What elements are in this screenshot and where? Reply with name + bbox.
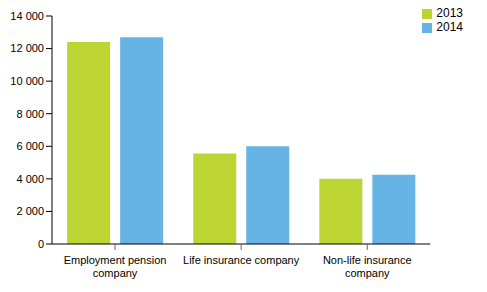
svg-text:14 000: 14 000 — [10, 10, 44, 22]
html-text:2014: 2014 — [436, 20, 463, 34]
svg-text:0: 0 — [38, 238, 44, 250]
svg-text:12 000: 12 000 — [10, 42, 44, 54]
svg-text:Employment pensioncompany: Employment pensioncompany — [64, 254, 167, 279]
svg-text:2 000: 2 000 — [16, 205, 44, 217]
svg-text:8 000: 8 000 — [16, 108, 44, 120]
html-text:2013: 2013 — [436, 6, 463, 20]
svg-text:4 000: 4 000 — [16, 173, 44, 185]
svg-text:Life insurance company: Life insurance company — [183, 254, 300, 266]
svg-text:6 000: 6 000 — [16, 140, 44, 152]
svg-text:Non-life insurancecompany: Non-life insurancecompany — [323, 254, 412, 279]
svg-text:10 000: 10 000 — [10, 75, 44, 87]
